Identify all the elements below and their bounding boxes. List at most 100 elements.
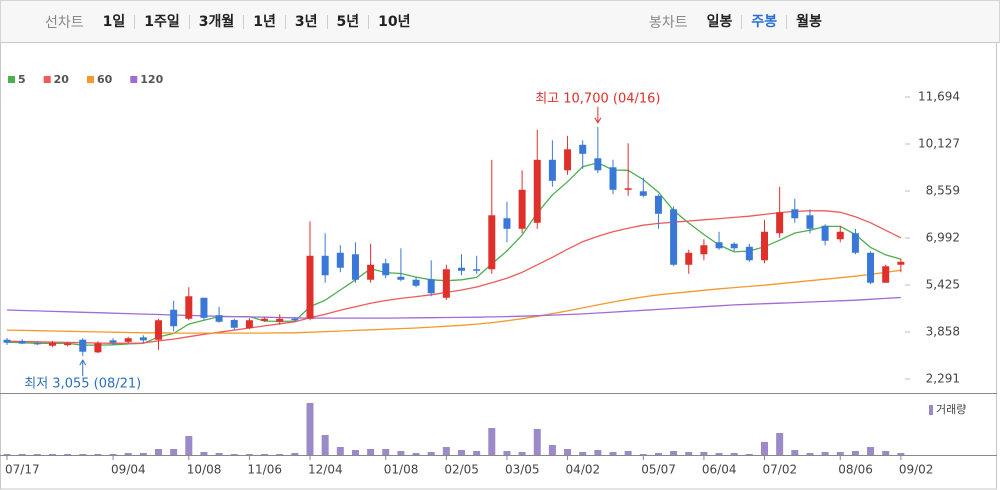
volume-bar: [897, 453, 905, 455]
legend-label: 5: [18, 73, 26, 86]
candle-body: [245, 320, 253, 329]
x-tick-label: 11/06: [247, 463, 282, 477]
candle-type-tab[interactable]: 월봉: [786, 14, 831, 29]
y-tick-label: 11,694: [918, 89, 960, 103]
candle-body: [745, 246, 753, 261]
volume-bar: [230, 454, 238, 455]
candle-body: [579, 144, 587, 154]
volume-bar: [836, 452, 844, 455]
legend-swatch: [130, 76, 138, 83]
volume-bar: [291, 453, 299, 455]
volume-bar: [79, 454, 87, 455]
volume-bar: [442, 447, 450, 455]
candle-body: [94, 343, 102, 353]
volume-bar: [94, 454, 102, 455]
candle-body: [867, 252, 875, 283]
volume-bar: [745, 454, 753, 455]
volume-bar: [155, 449, 162, 455]
candle-body: [670, 209, 678, 265]
candle-body: [821, 225, 829, 241]
volume-bar: [276, 454, 284, 455]
volume-bar: [245, 454, 253, 455]
volume-bar: [3, 454, 11, 455]
candle-body: [215, 315, 223, 322]
candle-body: [230, 319, 238, 328]
candle-body: [836, 231, 844, 240]
legend-swatch: [43, 76, 51, 83]
legend-label: 60: [97, 73, 113, 86]
candle-body: [700, 245, 708, 255]
legend-label: 20: [54, 73, 70, 86]
x-tick-label: 06/04: [702, 463, 737, 477]
candle-body: [18, 340, 26, 344]
chart-mode-label: 선차트: [45, 14, 84, 31]
volume-bar: [367, 449, 375, 455]
volume-bar: [654, 453, 662, 455]
y-tick-label: 6,992: [926, 231, 960, 245]
volume-bar: [458, 450, 465, 455]
x-tick-label: 12/04: [308, 463, 343, 477]
candle-body: [382, 263, 390, 276]
legend-label: 120: [140, 73, 163, 86]
period-group: 선차트 1일 1주일 3개월 1년 3년 5년 10년: [45, 1, 420, 42]
x-tick-label: 07/02: [763, 463, 798, 477]
volume-bar: [473, 451, 481, 455]
candle-type-tab[interactable]: 주봉: [741, 14, 786, 29]
candle-body: [306, 255, 314, 319]
candle-body: [124, 338, 132, 342]
period-tab[interactable]: 3개월: [188, 14, 244, 29]
volume-bar: [33, 454, 41, 455]
period-tab[interactable]: 1주일: [134, 14, 189, 29]
volume-bar: [533, 429, 541, 455]
volume-bar: [336, 447, 344, 455]
y-tick-label: 3,858: [926, 325, 960, 339]
candle-body: [548, 159, 556, 181]
candle-body: [185, 296, 193, 319]
candle-body: [367, 264, 375, 280]
volume-bar: [700, 452, 708, 455]
candle-body: [776, 212, 784, 234]
volume-bar: [564, 449, 572, 455]
candle-body: [64, 343, 72, 346]
volume-bar: [851, 451, 859, 455]
y-tick-label: 8,559: [926, 184, 960, 198]
candle-body: [730, 243, 738, 249]
period-tab[interactable]: 10년: [368, 14, 419, 29]
x-tick-label: 04/02: [566, 463, 601, 477]
candle-body: [488, 215, 496, 270]
volume-bar: [124, 453, 132, 455]
candle-type-tab[interactable]: 일봉: [706, 13, 733, 30]
volume-bar: [791, 450, 799, 455]
candle-body: [79, 339, 87, 352]
volume-bar: [261, 454, 269, 455]
volume-bar: [200, 452, 208, 455]
volume-bar: [776, 433, 784, 455]
candle-body: [715, 242, 723, 249]
x-tick-label: 09/02: [899, 463, 934, 477]
candle-body: [261, 318, 269, 321]
candle-body: [533, 159, 541, 223]
candle-body: [336, 252, 344, 268]
period-tab[interactable]: 3년: [284, 14, 327, 29]
x-tick-label: 08/06: [838, 463, 873, 477]
chart-mode-label: 봉차트: [649, 14, 688, 31]
volume-bar: [503, 451, 511, 455]
legend-swatch: [86, 76, 94, 83]
volume-bar: [185, 436, 193, 455]
plot-frame: [0, 41, 997, 490]
period-tab[interactable]: 1년: [243, 14, 285, 29]
volume-bar: [18, 454, 26, 455]
volume-bar: [215, 453, 223, 455]
legend-label: 거래량: [936, 403, 966, 416]
volume-bar: [867, 447, 875, 455]
candle-body: [882, 266, 890, 283]
volume-bar: [427, 452, 435, 455]
volume-bar: [548, 445, 556, 455]
period-tab[interactable]: 5년: [326, 14, 369, 29]
candle-body: [458, 267, 465, 271]
annotation-arrowhead: [594, 117, 602, 124]
volume-bar: [397, 451, 405, 455]
period-tab[interactable]: 1일: [102, 13, 126, 30]
candle-body: [609, 167, 617, 190]
